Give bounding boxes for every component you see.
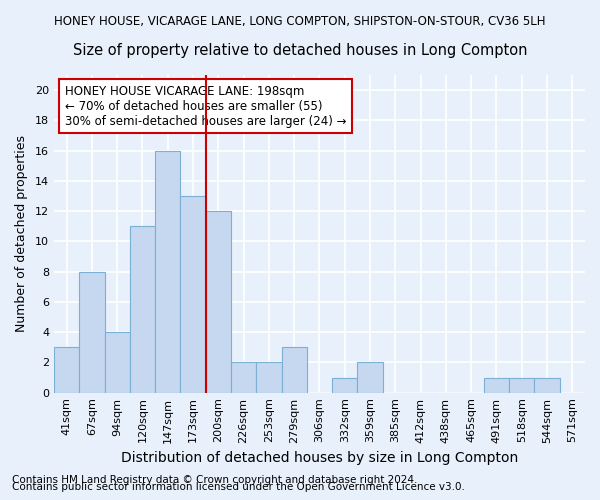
X-axis label: Distribution of detached houses by size in Long Compton: Distribution of detached houses by size … bbox=[121, 451, 518, 465]
Text: HONEY HOUSE VICARAGE LANE: 198sqm
← 70% of detached houses are smaller (55)
30% : HONEY HOUSE VICARAGE LANE: 198sqm ← 70% … bbox=[65, 84, 346, 128]
Bar bbox=[206, 211, 231, 392]
Text: Contains HM Land Registry data © Crown copyright and database right 2024.: Contains HM Land Registry data © Crown c… bbox=[12, 475, 418, 485]
Bar bbox=[79, 272, 104, 392]
Bar bbox=[54, 348, 79, 393]
Bar bbox=[509, 378, 535, 392]
Y-axis label: Number of detached properties: Number of detached properties bbox=[15, 136, 28, 332]
Bar bbox=[231, 362, 256, 392]
Text: Size of property relative to detached houses in Long Compton: Size of property relative to detached ho… bbox=[73, 42, 527, 58]
Bar bbox=[155, 150, 181, 392]
Bar bbox=[358, 362, 383, 392]
Bar bbox=[535, 378, 560, 392]
Bar bbox=[281, 348, 307, 393]
Text: HONEY HOUSE, VICARAGE LANE, LONG COMPTON, SHIPSTON-ON-STOUR, CV36 5LH: HONEY HOUSE, VICARAGE LANE, LONG COMPTON… bbox=[54, 15, 546, 28]
Bar bbox=[130, 226, 155, 392]
Bar bbox=[104, 332, 130, 392]
Bar bbox=[256, 362, 281, 392]
Bar bbox=[484, 378, 509, 392]
Bar bbox=[332, 378, 358, 392]
Text: Contains public sector information licensed under the Open Government Licence v3: Contains public sector information licen… bbox=[12, 482, 465, 492]
Bar bbox=[181, 196, 206, 392]
